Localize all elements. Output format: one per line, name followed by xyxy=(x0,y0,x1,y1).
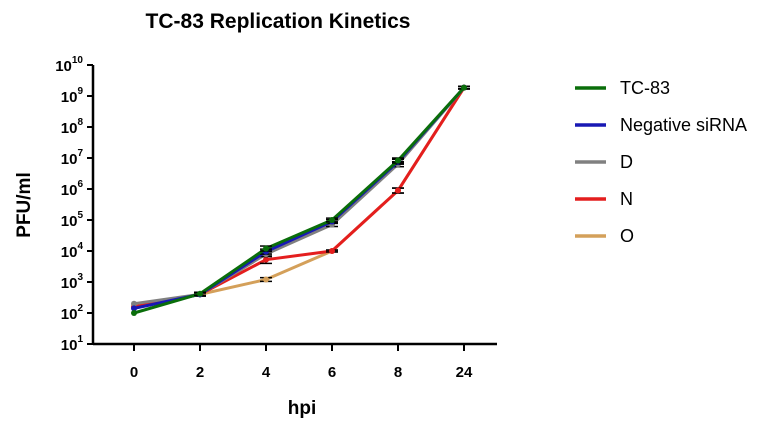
data-point xyxy=(395,187,401,194)
legend-label: O xyxy=(620,226,634,246)
y-ticks: 101 102 103 104 105 106 107 108 109 1010 xyxy=(55,55,93,354)
legend-item: N xyxy=(575,189,633,209)
y-tick-label: 102 xyxy=(61,303,84,323)
y-tick-label: 105 xyxy=(61,210,84,230)
chart-title: TC-83 Replication Kinetics xyxy=(146,10,411,33)
x-tick-label: 4 xyxy=(262,364,271,381)
series-line-n xyxy=(133,86,466,309)
y-tick-label: 107 xyxy=(61,148,84,168)
y-tick-label: 103 xyxy=(61,272,84,292)
series-line-tc-83 xyxy=(133,86,466,315)
y-tick-label: 104 xyxy=(61,241,84,261)
x-axis-title: hpi xyxy=(288,398,317,419)
legend-label: N xyxy=(620,189,633,209)
x-tick-label: 0 xyxy=(130,364,138,381)
data-point xyxy=(131,305,137,312)
series-tc-83 xyxy=(131,84,470,316)
x-tick-label: 6 xyxy=(328,364,336,381)
y-tick-label: 106 xyxy=(61,179,84,199)
legend-item: D xyxy=(575,152,633,172)
series-n xyxy=(131,84,470,310)
legend-label: TC-83 xyxy=(620,78,670,98)
data-point xyxy=(263,256,269,263)
y-tick-label: 108 xyxy=(61,117,84,137)
axes xyxy=(91,65,497,346)
data-point xyxy=(263,245,269,252)
legend-item: O xyxy=(575,226,634,246)
data-point xyxy=(461,84,467,91)
x-tick-label: 2 xyxy=(196,364,204,381)
x-tick-label: 8 xyxy=(394,364,402,381)
legend-label: Negative siRNA xyxy=(620,115,747,135)
data-point xyxy=(131,300,137,307)
data-point xyxy=(197,290,203,297)
data-point xyxy=(329,217,335,223)
y-tick-label: 1010 xyxy=(55,55,83,75)
legend-item: Negative siRNA xyxy=(575,115,747,135)
data-point xyxy=(395,157,401,164)
x-tick-label: 24 xyxy=(456,364,473,381)
data-point xyxy=(263,276,269,283)
data-point xyxy=(329,248,335,254)
series-line-d xyxy=(133,86,466,306)
x-ticks: 0 2 4 6 8 24 xyxy=(130,344,473,381)
legend-label: D xyxy=(620,152,633,172)
legend-item: TC-83 xyxy=(575,78,670,98)
y-axis-title: PFU/ml xyxy=(14,172,35,237)
series-d xyxy=(131,84,470,307)
series-layer xyxy=(131,84,470,316)
data-point xyxy=(131,310,137,316)
series-o xyxy=(131,84,470,310)
legend: TC-83 Negative siRNA DNO xyxy=(575,78,747,246)
series-negative-sirna xyxy=(131,84,470,312)
y-tick-label: 109 xyxy=(61,86,84,106)
y-tick-label: 101 xyxy=(61,334,84,354)
series-line-negative-sirna xyxy=(133,86,466,310)
series-line-o xyxy=(133,86,466,309)
